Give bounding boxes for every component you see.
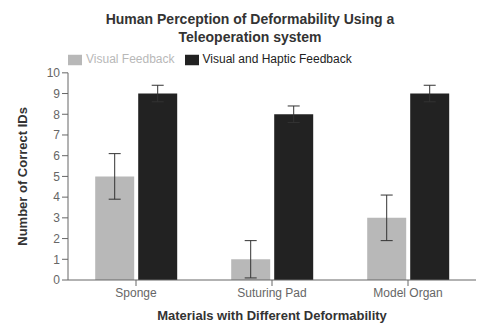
html-text:Human Perception of Deformabil: Human Perception of Deformability Using … (105, 11, 395, 27)
svg-text:Materials with Different Defor: Materials with Different Deformability (157, 308, 387, 323)
html-text:Visual Feedback: Visual Feedback (86, 52, 175, 66)
svg-text:5: 5 (53, 170, 60, 184)
svg-text:Suturing Pad: Suturing Pad (237, 286, 306, 300)
svg-text:2: 2 (53, 232, 60, 246)
html-text:Visual and Haptic Feedback: Visual and Haptic Feedback (202, 52, 352, 66)
svg-text:Sponge: Sponge (115, 286, 157, 300)
svg-text:6: 6 (53, 149, 60, 163)
svg-text:Number of Correct IDs: Number of Correct IDs (15, 107, 30, 246)
svg-text:4: 4 (53, 190, 60, 204)
svg-text:10: 10 (47, 66, 61, 80)
svg-text:9: 9 (53, 87, 60, 101)
html-text:Teleoperation system: Teleoperation system (178, 29, 322, 45)
svg-text:8: 8 (53, 108, 60, 122)
svg-text:1: 1 (53, 253, 60, 267)
svg-text:7: 7 (53, 128, 60, 142)
svg-text:Model Organ: Model Organ (373, 286, 442, 300)
svg-text:0: 0 (53, 273, 60, 287)
svg-text:3: 3 (53, 211, 60, 225)
